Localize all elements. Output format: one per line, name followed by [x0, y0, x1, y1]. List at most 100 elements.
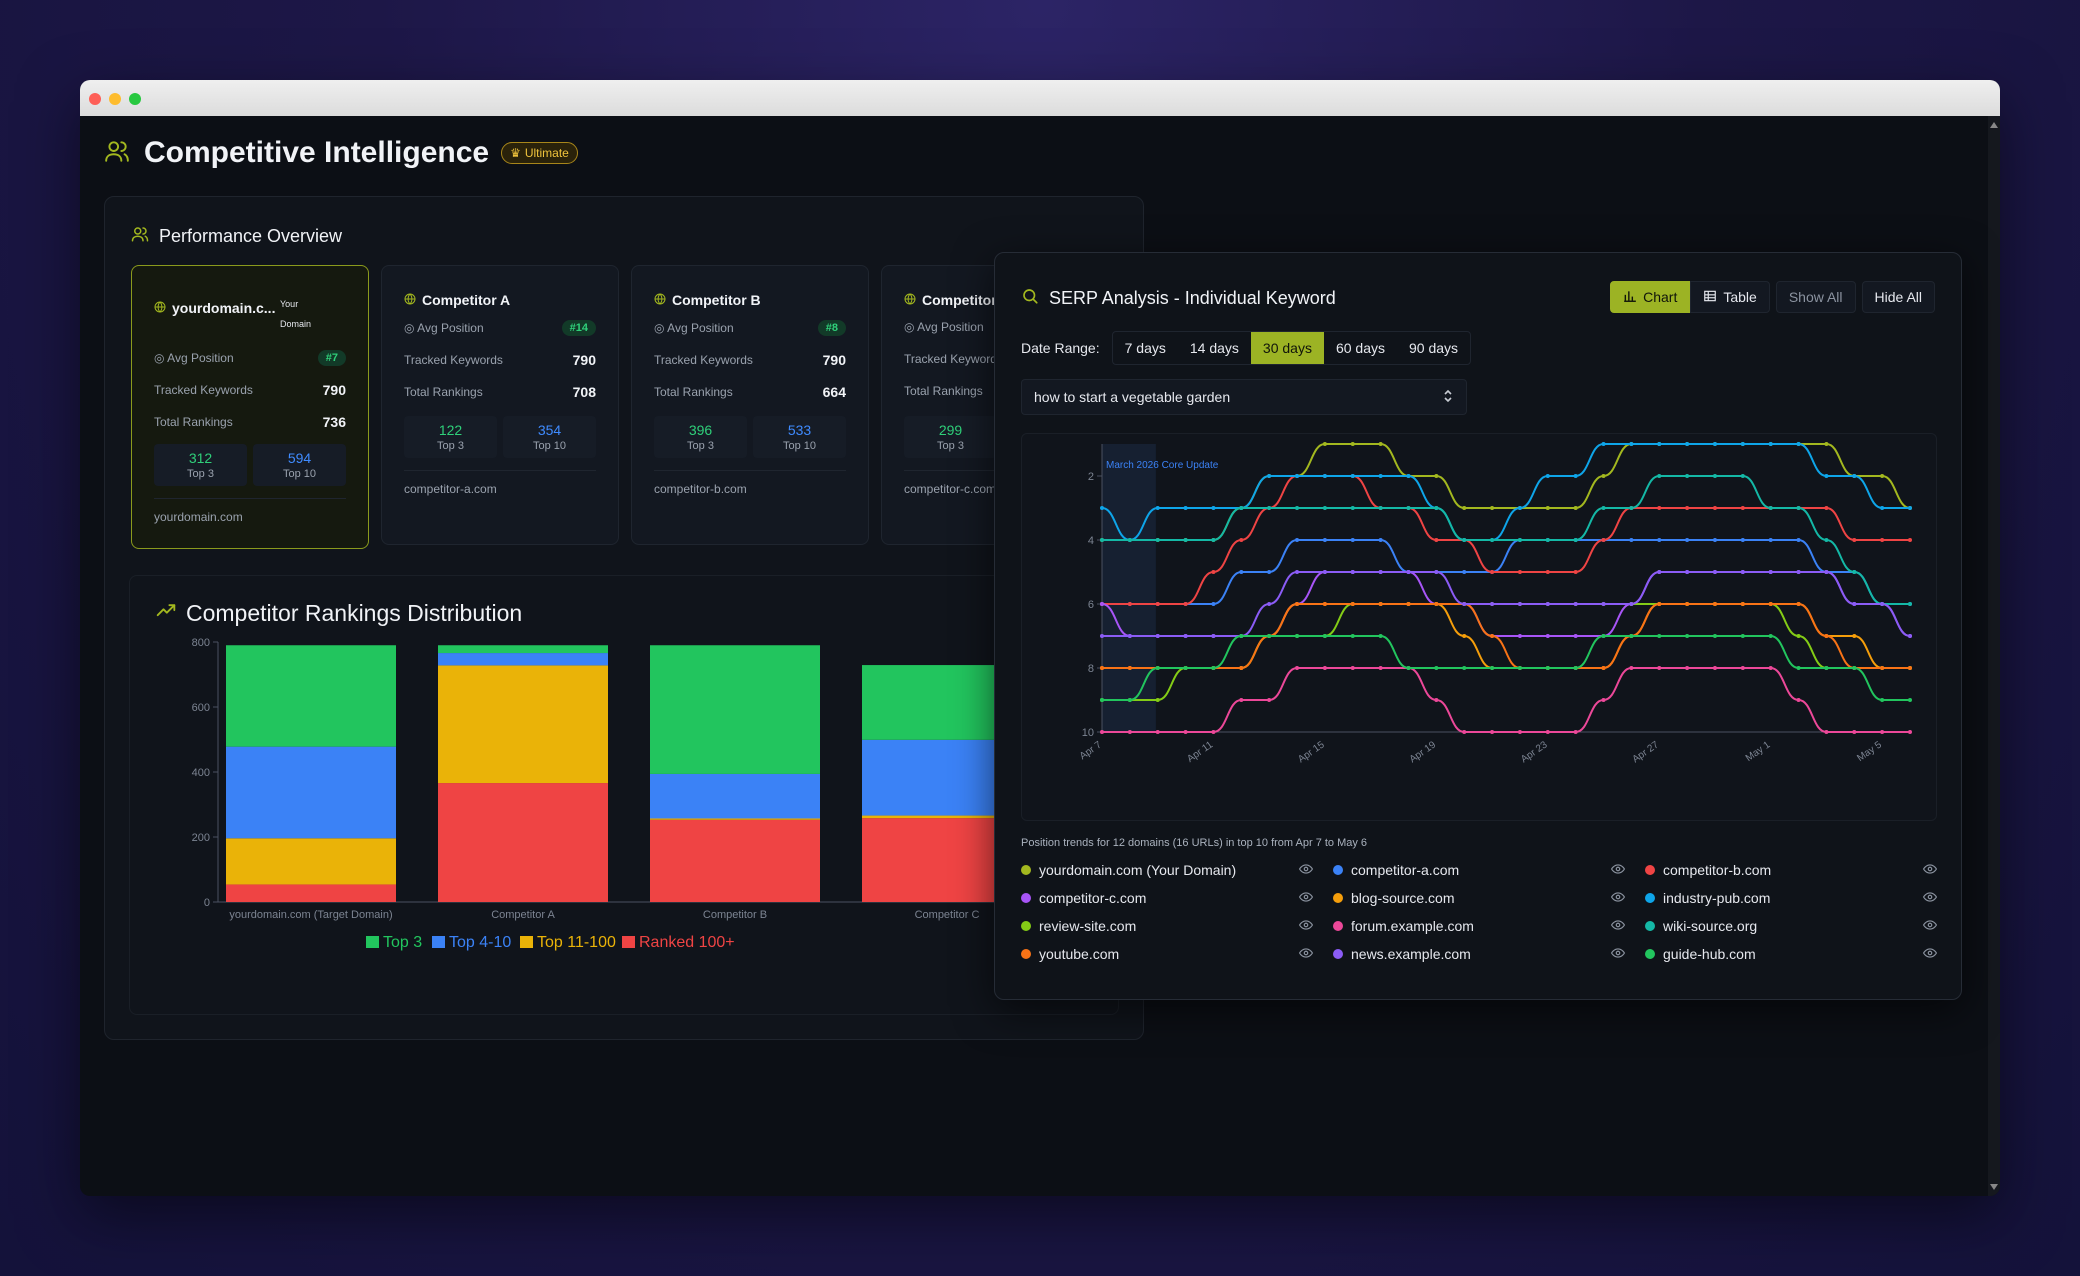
series-point-yourdomain-com[interactable]: [1573, 506, 1578, 510]
series-point-industry-pub-com[interactable]: [1629, 442, 1634, 446]
bar-segment-ranked-100-[interactable]: [650, 819, 820, 902]
series-line-industry-pub-com[interactable]: [1101, 443, 1910, 542]
series-point-competitor-c-com[interactable]: [1517, 634, 1522, 638]
series-point-forum-example-com[interactable]: [1350, 666, 1355, 670]
series-point-guide-hub-com[interactable]: [1267, 634, 1272, 638]
series-point-youtube-com[interactable]: [1378, 602, 1383, 606]
series-point-competitor-b-com[interactable]: [1573, 570, 1578, 574]
series-point-news-example-com[interactable]: [1545, 602, 1550, 606]
series-point-guide-hub-com[interactable]: [1880, 698, 1885, 702]
series-point-youtube-com[interactable]: [1768, 602, 1773, 606]
vertical-scrollbar[interactable]: [1988, 116, 2000, 1196]
series-point-guide-hub-com[interactable]: [1462, 666, 1467, 670]
series-point-youtube-com[interactable]: [1406, 602, 1411, 606]
series-point-forum-example-com[interactable]: [1880, 730, 1885, 734]
chart-legend-label[interactable]: Top 4-10: [449, 934, 511, 951]
series-point-forum-example-com[interactable]: [1127, 730, 1132, 734]
eye-icon[interactable]: [1610, 862, 1626, 879]
series-point-forum-example-com[interactable]: [1183, 730, 1188, 734]
series-point-news-example-com[interactable]: [1434, 570, 1439, 574]
series-point-wiki-source-org[interactable]: [1629, 506, 1634, 510]
series-point-youtube-com[interactable]: [1350, 602, 1355, 606]
series-point-industry-pub-com[interactable]: [1685, 442, 1690, 446]
bar-segment-ranked-100-[interactable]: [438, 783, 608, 902]
series-point-yourdomain-com[interactable]: [1322, 442, 1327, 446]
eye-icon[interactable]: [1298, 946, 1314, 963]
series-point-yourdomain-com[interactable]: [1434, 474, 1439, 478]
maximize-window-button[interactable]: [129, 93, 141, 105]
series-point-news-example-com[interactable]: [1657, 570, 1662, 574]
series-point-competitor-b-com[interactable]: [1434, 538, 1439, 542]
series-point-guide-hub-com[interactable]: [1824, 666, 1829, 670]
legend-item[interactable]: yourdomain.com (Your Domain): [1021, 861, 1314, 879]
series-point-industry-pub-com[interactable]: [1267, 474, 1272, 478]
series-point-competitor-a-com[interactable]: [1740, 538, 1745, 542]
series-point-news-example-com[interactable]: [1127, 634, 1132, 638]
legend-item[interactable]: blog-source.com: [1333, 889, 1626, 907]
series-point-news-example-com[interactable]: [1712, 570, 1717, 574]
series-point-wiki-source-org[interactable]: [1100, 538, 1104, 542]
series-point-guide-hub-com[interactable]: [1490, 666, 1495, 670]
series-point-wiki-source-org[interactable]: [1852, 570, 1857, 574]
series-point-guide-hub-com[interactable]: [1239, 634, 1244, 638]
series-point-wiki-source-org[interactable]: [1350, 506, 1355, 510]
series-point-youtube-com[interactable]: [1824, 634, 1829, 638]
series-point-youtube-com[interactable]: [1601, 666, 1606, 670]
series-point-wiki-source-org[interactable]: [1322, 506, 1327, 510]
series-point-competitor-a-com[interactable]: [1796, 538, 1801, 542]
series-point-competitor-c-com[interactable]: [1100, 602, 1104, 606]
chart-legend-label[interactable]: Top 11-100: [537, 934, 616, 951]
series-point-news-example-com[interactable]: [1183, 634, 1188, 638]
series-point-wiki-source-org[interactable]: [1490, 538, 1495, 542]
eye-icon[interactable]: [1610, 890, 1626, 907]
series-point-youtube-com[interactable]: [1740, 602, 1745, 606]
series-point-competitor-b-com[interactable]: [1657, 506, 1662, 510]
eye-icon[interactable]: [1298, 862, 1314, 879]
eye-icon[interactable]: [1922, 946, 1938, 963]
eye-icon[interactable]: [1922, 890, 1938, 907]
series-point-news-example-com[interactable]: [1267, 602, 1272, 606]
series-point-youtube-com[interactable]: [1100, 666, 1104, 670]
series-point-news-example-com[interactable]: [1796, 570, 1801, 574]
scroll-up-arrow[interactable]: [1990, 122, 1998, 128]
scroll-down-arrow[interactable]: [1990, 1184, 1998, 1190]
series-point-forum-example-com[interactable]: [1239, 698, 1244, 702]
hide-all-button[interactable]: Hide All: [1861, 281, 1935, 313]
series-point-guide-hub-com[interactable]: [1434, 666, 1439, 670]
series-point-news-example-com[interactable]: [1322, 570, 1327, 574]
series-point-forum-example-com[interactable]: [1378, 666, 1383, 670]
series-point-competitor-b-com[interactable]: [1712, 506, 1717, 510]
series-point-competitor-a-com[interactable]: [1657, 538, 1662, 542]
series-point-competitor-a-com[interactable]: [1462, 570, 1467, 574]
domain-card-yourdomain[interactable]: yourdomain.c... Your Domain ◎ Avg Positi…: [131, 265, 369, 549]
series-point-wiki-source-org[interactable]: [1712, 474, 1717, 478]
series-point-competitor-b-com[interactable]: [1740, 506, 1745, 510]
minimize-window-button[interactable]: [109, 93, 121, 105]
series-point-industry-pub-com[interactable]: [1545, 474, 1550, 478]
series-point-industry-pub-com[interactable]: [1657, 442, 1662, 446]
series-point-competitor-a-com[interactable]: [1712, 538, 1717, 542]
series-point-yourdomain-com[interactable]: [1545, 506, 1550, 510]
series-point-news-example-com[interactable]: [1211, 634, 1216, 638]
legend-item[interactable]: competitor-a.com: [1333, 861, 1626, 879]
legend-item[interactable]: wiki-source.org: [1645, 917, 1938, 935]
series-point-forum-example-com[interactable]: [1434, 698, 1439, 702]
series-point-wiki-source-org[interactable]: [1545, 538, 1550, 542]
series-point-forum-example-com[interactable]: [1657, 666, 1662, 670]
series-point-industry-pub-com[interactable]: [1796, 442, 1801, 446]
series-point-wiki-source-org[interactable]: [1462, 538, 1467, 542]
series-point-news-example-com[interactable]: [1852, 602, 1857, 606]
eye-icon[interactable]: [1298, 918, 1314, 935]
series-point-forum-example-com[interactable]: [1685, 666, 1690, 670]
series-point-news-example-com[interactable]: [1517, 602, 1522, 606]
series-point-competitor-a-com[interactable]: [1239, 570, 1244, 574]
chart-legend-label[interactable]: Ranked 100+: [639, 934, 735, 951]
series-point-guide-hub-com[interactable]: [1211, 666, 1216, 670]
series-point-blog-source-com[interactable]: [1462, 634, 1467, 638]
series-point-yourdomain-com[interactable]: [1601, 474, 1606, 478]
series-point-youtube-com[interactable]: [1295, 602, 1300, 606]
series-point-forum-example-com[interactable]: [1211, 730, 1216, 734]
series-point-guide-hub-com[interactable]: [1685, 634, 1690, 638]
series-point-news-example-com[interactable]: [1295, 570, 1300, 574]
series-point-industry-pub-com[interactable]: [1517, 506, 1522, 510]
